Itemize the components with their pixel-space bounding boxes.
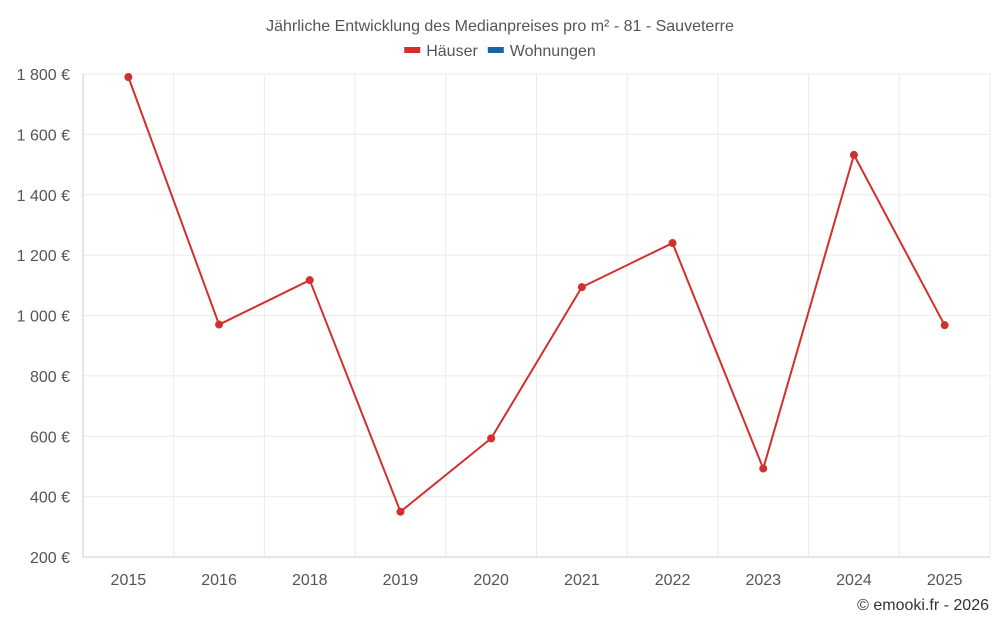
data-point[interactable]: [759, 464, 768, 473]
x-tick-label: 2018: [292, 572, 328, 589]
x-tick-label: 2021: [564, 572, 600, 589]
data-point[interactable]: [849, 150, 858, 159]
data-point[interactable]: [487, 434, 496, 443]
legend-item[interactable]: Wohnungen: [487, 43, 596, 60]
data-point[interactable]: [305, 276, 314, 285]
series-line: [127, 76, 946, 513]
grid: [82, 73, 991, 557]
data-point[interactable]: [577, 283, 586, 292]
y-tick-label: 200 €: [30, 550, 70, 567]
x-tick-label: 2020: [473, 572, 509, 589]
x-tick-label: 2016: [201, 572, 237, 589]
chart-title: Jährliche Entwicklung des Medianpreises …: [266, 18, 734, 35]
legend-item[interactable]: Häuser: [404, 43, 478, 60]
y-tick-label: 1 600 €: [17, 127, 70, 144]
x-tick-label: 2025: [927, 572, 963, 589]
data-point[interactable]: [215, 320, 224, 329]
legend-label: Häuser: [426, 43, 478, 60]
y-tick-label: 800 €: [30, 369, 70, 386]
data-point[interactable]: [940, 321, 949, 330]
x-tick-label: 2024: [836, 572, 872, 589]
x-tick-label: 2019: [383, 572, 419, 589]
y-tick-label: 600 €: [30, 429, 70, 446]
legend: Häuser Wohnungen: [404, 43, 596, 60]
y-tick-label: 1 000 €: [17, 309, 70, 326]
legend-swatch: [404, 47, 421, 53]
legend-swatch: [487, 47, 504, 53]
credit-text: © emooki.fr - 2026: [857, 597, 989, 614]
data-point[interactable]: [396, 507, 405, 516]
x-tick-label: 2023: [745, 572, 781, 589]
data-point[interactable]: [668, 239, 677, 248]
data-point[interactable]: [124, 73, 133, 82]
x-tick-label: 2022: [655, 572, 691, 589]
x-tick-label: 2015: [111, 572, 147, 589]
y-tick-label: 1 800 €: [17, 67, 70, 84]
y-tick-label: 1 400 €: [17, 188, 70, 205]
axes: 200 € 400 € 600 € 800 € 1 000 € 1 200 € 1 400 …: [17, 67, 990, 589]
y-tick-label: 400 €: [30, 490, 70, 507]
legend-label: Wohnungen: [510, 43, 596, 60]
series-layer: [124, 73, 949, 516]
y-tick-label: 1 200 €: [17, 248, 70, 265]
